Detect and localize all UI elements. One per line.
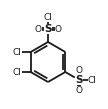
Text: Cl: Cl bbox=[12, 48, 21, 56]
Text: S: S bbox=[44, 24, 52, 34]
Text: Cl: Cl bbox=[88, 76, 97, 84]
Text: Cl: Cl bbox=[12, 67, 21, 77]
Text: O: O bbox=[76, 66, 83, 74]
Text: O: O bbox=[76, 85, 83, 95]
Text: S: S bbox=[76, 75, 83, 85]
Text: O: O bbox=[55, 25, 61, 33]
Text: O: O bbox=[34, 25, 41, 33]
Text: Cl: Cl bbox=[44, 14, 52, 22]
